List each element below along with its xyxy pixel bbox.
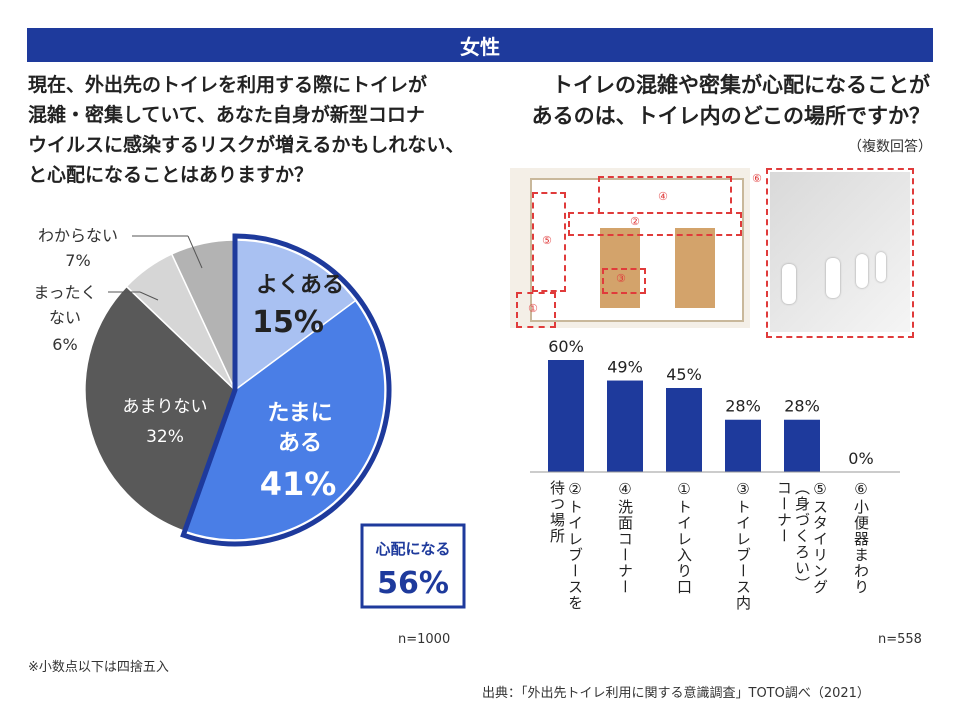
bar-category-label: ⑥小便器まわり [852, 480, 870, 595]
bar-category-line: ⑥小便器まわり [852, 480, 870, 595]
bar-category-line: コーナー [775, 480, 793, 544]
bar-value-label: 28% [784, 397, 820, 416]
pie-value-yoku: 15% [252, 305, 324, 340]
bar-category-line: ④洗面コーナー [616, 480, 634, 595]
sample-size-right: n=558 [878, 632, 922, 647]
bar-value-label: 28% [725, 397, 761, 416]
bar-category-label: ④洗面コーナー [616, 480, 634, 595]
pie-label-yoku: よくある [256, 273, 344, 298]
summary-badge-label: 心配になる [375, 540, 450, 558]
pie-label-amari: あまりない [123, 397, 208, 417]
bar-value-label: 0% [848, 449, 873, 468]
pie-slice-amari [84, 285, 236, 533]
question-right-line: トイレの混雑や密集が心配になることが [552, 73, 930, 97]
pie-value-tama: 41% [260, 465, 337, 503]
bar-category-label: ⑤スタイリング （身づくろい） コーナー [775, 480, 829, 595]
pie-label-mattaku-2: ない [49, 308, 81, 327]
bar-category-label: ③トイレブース内 [734, 480, 752, 611]
bar [666, 388, 702, 472]
question-left-line: と心配になることはありますか？ [28, 164, 314, 186]
pie-value-amari: 32% [146, 427, 184, 447]
bar-category-line: ②トイレブースを [566, 480, 584, 611]
question-left-line: 現在、外出先のトイレを利用する際にトイレが [28, 74, 428, 96]
leader-line-mattaku-diag [139, 291, 159, 301]
bar-chart: 60% 49% 45% 28% 28% 0% [530, 340, 900, 473]
question-right: トイレの混雑や密集が心配になることが あるのは、トイレ内のどこの場所ですか？ [490, 70, 930, 132]
multi-answer-note: （複数回答） [848, 139, 932, 155]
bar-value-label: 49% [607, 358, 643, 377]
photo-frame [766, 168, 914, 338]
footnote: ※小数点以下は四捨五入 [28, 660, 169, 675]
summary-badge-value: 56% [377, 566, 449, 601]
summary-badge-box [360, 523, 466, 609]
question-left: 現在、外出先のトイレを利用する際にトイレが 混雑・密集していて、あなた自身が新型… [28, 70, 468, 190]
bar-category-line: ③トイレブース内 [734, 480, 752, 611]
question-left-line: 混雑・密集していて、あなた自身が新型コロナ [28, 104, 425, 126]
marker-6: ⑥ [752, 172, 762, 185]
bar-category-line: 待つ場所 [548, 480, 566, 544]
bar-category-line: （身づくろい） [793, 480, 811, 592]
pie-label-wakara: わからない [38, 226, 118, 245]
pie-label-tama-1: たまに [267, 401, 332, 426]
bar [548, 360, 584, 472]
urinal-photo [770, 172, 910, 332]
leader-line-wakara-diag [187, 235, 203, 269]
bar-value-label: 60% [548, 340, 584, 356]
question-right-line: あるのは、トイレ内のどこの場所ですか？ [531, 104, 930, 128]
source-note: 出典：「外出先トイレ利用に関する意識調査」TOTO調べ（2021） [482, 686, 870, 701]
bar [607, 380, 643, 472]
section-banner: 女性 [27, 28, 933, 62]
pie-label-mattaku-1: まったく [33, 283, 96, 302]
bar-category-line: ①トイレ入り口 [675, 480, 693, 595]
bar-category-label: ②トイレブースを 待つ場所 [548, 480, 584, 611]
pie-slice-tama [183, 299, 386, 541]
bar [784, 419, 820, 472]
pie-value-wakara: 7% [65, 251, 90, 270]
marker-1: ① [528, 302, 538, 315]
marker-3: ③ [616, 272, 626, 285]
marker-5: ⑤ [542, 234, 552, 247]
pie-value-mattaku: 6% [52, 335, 77, 354]
question-left-line: ウイルスに感染するリスクが増えるかもしれない、 [28, 134, 465, 156]
pie-label-tama-2: ある [278, 431, 322, 456]
bar-category-line: ⑤スタイリング [811, 480, 829, 595]
pie-slice-yoku [234, 239, 357, 392]
marker-2: ② [630, 215, 640, 228]
bar-value-label: 45% [666, 365, 702, 384]
floorplan-image: ④ ② ⑤ ③ ① [510, 168, 750, 328]
bar [725, 419, 761, 472]
worry-highlight-outline [180, 233, 392, 547]
marker-4: ④ [658, 190, 668, 203]
pie-chart: よくある 15% たまに ある 41% あまりない 32% わからない 7% ま… [33, 226, 466, 609]
bar-category-label: ①トイレ入り口 [675, 480, 693, 595]
sample-size-left: n=1000 [398, 632, 451, 647]
